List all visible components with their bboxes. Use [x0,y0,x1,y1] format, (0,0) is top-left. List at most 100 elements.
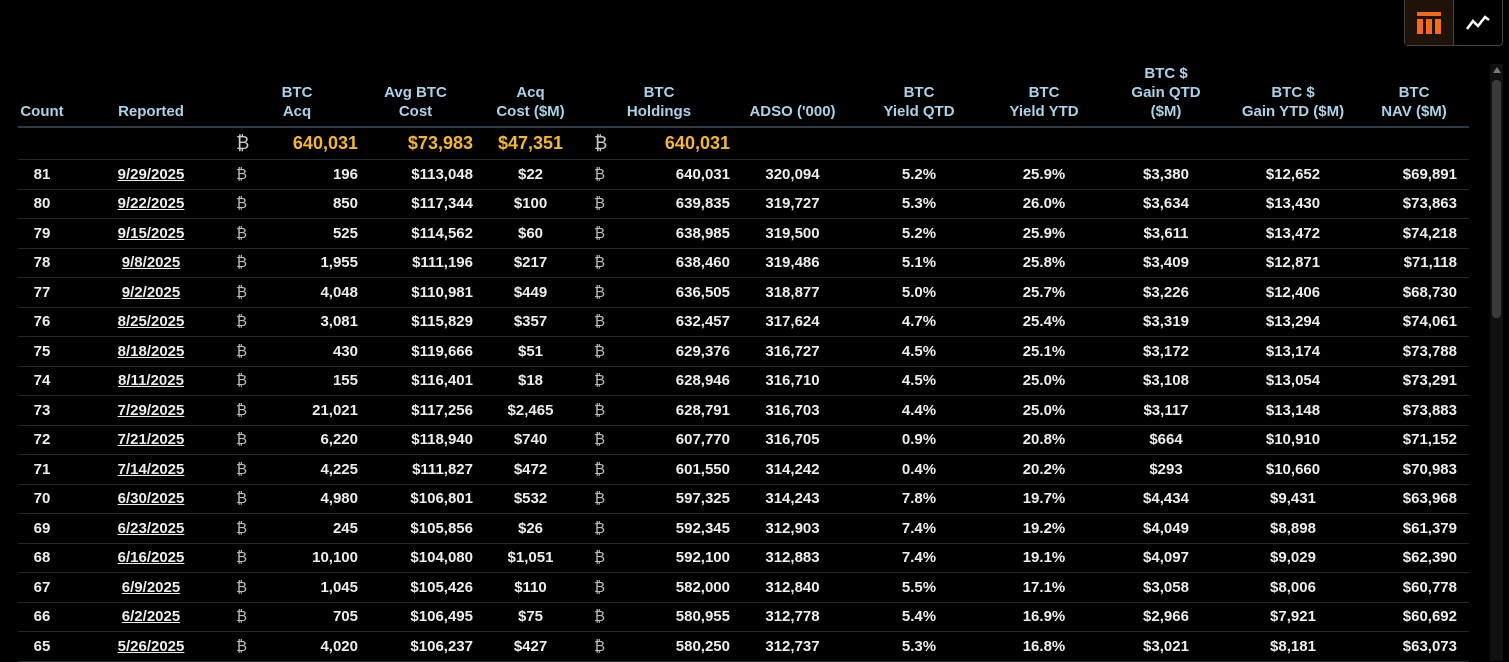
cell-btc-gain-ytd: $13,472 [1227,218,1359,249]
reported-date-link[interactable]: 6/30/2025 [117,490,185,508]
cell-acq-cost: $427 [473,631,588,662]
bitcoin-icon: ₿ [236,549,248,567]
reported-date-link[interactable]: 7/14/2025 [117,460,185,478]
scrollbar-thumb[interactable] [1492,80,1501,318]
cell-btc-nav: $60,778 [1359,572,1469,603]
reported-date-link[interactable]: 9/8/2025 [121,254,181,272]
cell-btc-gain-ytd: $8,181 [1227,631,1359,662]
cell-reported: 8/25/2025 [66,307,236,337]
column-header-avg-btc-cost[interactable]: Avg BTC Cost [358,64,473,128]
cell-reported: 9/22/2025 [66,189,236,219]
column-header-btc-yield-qtd[interactable]: BTC Yield QTD [855,64,983,128]
bitcoin-icon: ₿ [236,608,248,626]
reported-date-link[interactable]: 6/9/2025 [121,578,181,596]
cell-btc-yield-qtd: 4.5% [855,366,983,396]
reported-date-link[interactable]: 9/15/2025 [117,224,185,242]
column-header-btc-yield-ytd[interactable]: BTC Yield YTD [983,64,1105,128]
cell-count: 74 [18,366,66,396]
cell-avg-btc-cost: $110,981 [358,277,473,308]
cell-btc-gain-qtd: $4,434 [1105,484,1227,514]
column-header-count[interactable]: Count [18,64,66,128]
cell-btc-acq: ₿ 10,100 [236,543,358,573]
header-label: NAV ($M) [1381,103,1447,120]
cell-btc-gain-qtd: $3,058 [1105,572,1227,603]
column-header-btc-acq[interactable]: BTC Acq [236,64,358,128]
vertical-scrollbar[interactable] [1490,64,1503,661]
bitcoin-icon: ₿ [594,401,606,419]
cell-btc-gain-qtd: $3,117 [1105,395,1227,426]
bitcoin-icon: ₿ [594,431,606,449]
summary-row: ₿ 640,031 $73,983 $47,351 ₿ 640,031 [18,127,1469,160]
cell-adso: 316,710 [730,366,855,396]
cell-btc-holdings-value: 601,550 [675,460,730,478]
cell-acq-cost: $110 [473,572,588,603]
table-row: 65 5/26/2025 ₿ 4,020 $106,237 $427 ₿ 580,250 312… [18,631,1469,662]
cell-btc-holdings: ₿ 638,985 [588,218,730,249]
reported-date-link[interactable]: 9/22/2025 [117,195,185,213]
table-view-button[interactable] [1405,0,1454,45]
cell-acq-cost: $217 [473,248,588,278]
column-header-reported[interactable]: Reported [66,64,236,128]
cell-btc-acq: ₿ 155 [236,366,358,396]
cell-acq-cost: $18 [473,366,588,396]
cell-reported: 6/9/2025 [66,572,236,603]
cell-btc-yield-qtd: 5.2% [855,218,983,249]
bitcoin-icon: ₿ [236,460,248,478]
reported-date-link[interactable]: 7/29/2025 [117,401,185,419]
cell-btc-holdings-value: 580,250 [675,637,730,655]
cell-reported: 6/2/2025 [66,602,236,632]
cell-btc-acq-value: 21,021 [312,401,358,419]
column-header-adso[interactable]: ADSO ('000) [730,64,855,128]
column-header-acq-cost[interactable]: Acq Cost ($M) [473,64,588,128]
cell-btc-acq-value: 4,225 [320,460,358,478]
cell-acq-cost: $357 [473,307,588,337]
reported-date-link[interactable]: 8/18/2025 [117,342,185,360]
cell-btc-nav: $73,883 [1359,395,1469,426]
summary-holdings-value: 640,031 [664,133,730,153]
reported-date-link[interactable]: 7/21/2025 [117,431,185,449]
cell-btc-gain-qtd: $4,049 [1105,513,1227,544]
cell-btc-holdings-value: 592,100 [675,549,730,567]
cell-btc-yield-qtd: 5.3% [855,631,983,662]
chart-view-button[interactable] [1454,0,1502,45]
summary-holdings: ₿ 640,031 [588,127,730,160]
cell-btc-nav: $73,788 [1359,336,1469,367]
cell-btc-holdings: ₿ 640,031 [588,159,730,190]
cell-btc-holdings: ₿ 632,457 [588,307,730,337]
cell-btc-nav: $71,152 [1359,425,1469,455]
reported-date-link[interactable]: 6/16/2025 [117,549,185,567]
bitcoin-icon: ₿ [594,578,606,596]
cell-reported: 7/21/2025 [66,425,236,455]
reported-date-link[interactable]: 8/11/2025 [118,372,184,390]
bitcoin-icon: ₿ [594,224,606,242]
table-row: 73 7/29/2025 ₿ 21,021 $117,256 $2,465 ₿ 628,791… [18,395,1469,426]
reported-date-link[interactable]: 8/25/2025 [117,313,185,331]
scroll-up-arrow-icon[interactable] [1493,67,1501,73]
reported-date-link[interactable]: 9/2/2025 [121,283,181,301]
reported-date-link[interactable]: 6/2/2025 [121,608,181,626]
cell-count: 68 [18,543,66,573]
cell-btc-acq: ₿ 850 [236,189,358,219]
column-header-btc-nav[interactable]: BTC NAV ($M) [1359,64,1469,128]
reported-date-link[interactable]: 6/23/2025 [117,519,185,537]
header-label: Gain YTD ($M) [1241,103,1345,120]
cell-btc-gain-qtd: $664 [1105,425,1227,455]
header-label: BTC [1028,84,1060,101]
cell-btc-acq-value: 430 [332,342,358,360]
cell-btc-nav: $63,968 [1359,484,1469,514]
bitcoin-icon: ₿ [594,490,606,508]
reported-date-link[interactable]: 5/26/2025 [117,637,185,655]
column-header-btc-gain-ytd[interactable]: BTC $ Gain YTD ($M) [1227,64,1359,128]
column-header-btc-holdings[interactable]: BTC Holdings [588,64,730,128]
column-header-btc-gain-qtd[interactable]: BTC $ Gain QTD ($M) [1105,64,1227,128]
table-row: 78 9/8/2025 ₿ 1,955 $111,196 $217 ₿ 638,460 319,… [18,248,1469,278]
cell-btc-yield-qtd: 5.3% [855,189,983,219]
reported-date-link[interactable]: 9/29/2025 [117,165,185,183]
cell-btc-yield-ytd: 16.8% [983,631,1105,662]
cell-adso: 312,903 [730,513,855,544]
table-row: 69 6/23/2025 ₿ 245 $105,856 $26 ₿ 592,345 312,90… [18,513,1469,544]
summary-btc-acq-value: 640,031 [292,133,358,153]
bitcoin-icon: ₿ [236,431,248,449]
cell-btc-holdings-value: 638,460 [675,254,730,272]
bitcoin-icon: ₿ [594,519,606,537]
